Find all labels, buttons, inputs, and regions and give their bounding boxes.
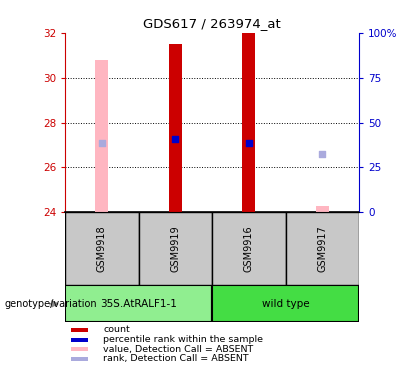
Text: GSM9916: GSM9916 — [244, 225, 254, 272]
Bar — [71, 357, 88, 361]
Point — [245, 140, 252, 146]
Text: count: count — [103, 325, 130, 335]
Text: genotype/variation: genotype/variation — [4, 299, 97, 309]
Bar — [212, 285, 359, 322]
Bar — [169, 44, 182, 212]
Title: GDS617 / 263974_at: GDS617 / 263974_at — [143, 17, 281, 30]
Bar — [286, 212, 359, 285]
Bar — [71, 328, 88, 332]
Point — [319, 151, 326, 157]
Text: value, Detection Call = ABSENT: value, Detection Call = ABSENT — [103, 345, 254, 354]
Bar — [65, 285, 212, 322]
Bar — [316, 206, 329, 212]
Bar — [71, 347, 88, 351]
Text: GSM9918: GSM9918 — [97, 225, 107, 272]
Point — [172, 137, 179, 142]
Bar — [95, 60, 108, 212]
Bar — [212, 212, 286, 285]
Bar — [242, 33, 255, 212]
Text: GSM9917: GSM9917 — [318, 225, 327, 272]
Point — [98, 140, 105, 146]
Text: 35S.AtRALF1-1: 35S.AtRALF1-1 — [100, 299, 177, 309]
Bar — [71, 338, 88, 341]
Bar — [65, 212, 139, 285]
Bar — [139, 212, 212, 285]
Text: GSM9919: GSM9919 — [171, 225, 180, 272]
Text: percentile rank within the sample: percentile rank within the sample — [103, 335, 263, 344]
Text: wild type: wild type — [262, 299, 310, 309]
Text: rank, Detection Call = ABSENT: rank, Detection Call = ABSENT — [103, 355, 249, 363]
